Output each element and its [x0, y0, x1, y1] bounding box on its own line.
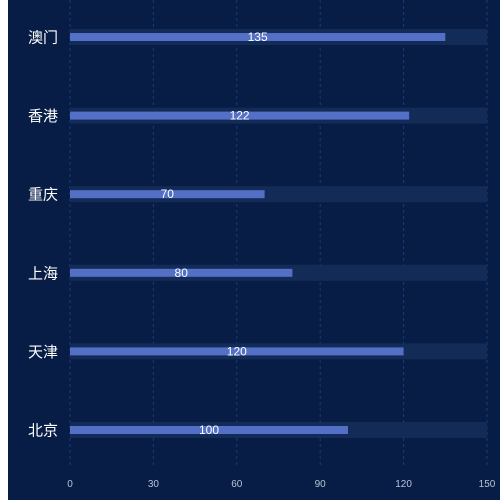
x-tick-label: 60 [231, 479, 243, 490]
x-tick-label: 150 [479, 479, 496, 490]
bar [70, 426, 348, 434]
category-label: 北京 [28, 422, 58, 440]
x-tick-label: 0 [67, 479, 73, 490]
bar-value-label: 122 [230, 109, 250, 123]
tick-layer: 0 30 60 90 120 150 [67, 479, 496, 490]
bar-layer [70, 33, 446, 434]
category-label: 上海 [28, 264, 58, 282]
track-layer [70, 29, 487, 438]
bar [70, 33, 446, 41]
bar [70, 111, 410, 120]
x-tick-label: 120 [395, 479, 412, 490]
x-tick-label: 30 [148, 479, 160, 490]
bar-value-label: 135 [248, 30, 268, 44]
bar-value-label: 120 [227, 344, 247, 358]
bar [70, 268, 293, 277]
bar [70, 347, 404, 356]
category-label: 澳门 [28, 29, 58, 47]
category-label: 天津 [28, 343, 58, 361]
bar-value-label: 80 [175, 266, 189, 280]
grid-layer [69, 0, 488, 468]
bar-value-label: 100 [199, 423, 219, 437]
category-label: 香港 [28, 107, 58, 125]
label-layer: 135 澳门 122 香港 70 重庆 80 上海 120 天津 100 北京 [28, 29, 268, 440]
bar-value-label: 70 [161, 187, 175, 201]
category-label: 重庆 [28, 186, 58, 204]
bar-chart: 135 澳门 122 香港 70 重庆 80 上海 120 天津 100 北京 0 30 60 90 120 1… [8, 0, 500, 500]
x-tick-label: 90 [315, 479, 327, 490]
bar [70, 190, 265, 199]
